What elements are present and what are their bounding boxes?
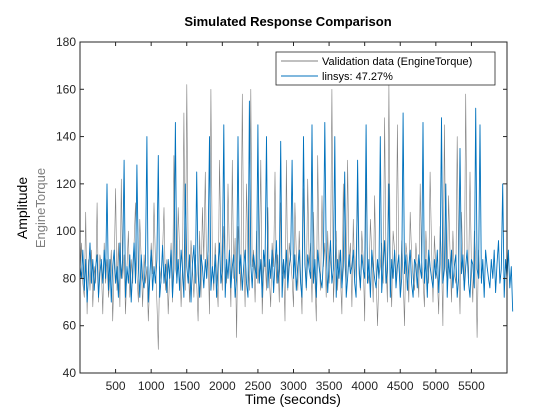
legend[interactable]: Validation data (EngineTorque) linsys: 4… <box>275 51 496 86</box>
x-tick-label: 3500 <box>316 379 343 393</box>
y-tick-label: 100 <box>56 224 76 238</box>
x-tick-label: 500 <box>106 379 126 393</box>
x-tick-label: 2500 <box>245 379 272 393</box>
y-tick-label: 40 <box>63 366 77 380</box>
x-tick-label: 5000 <box>422 379 449 393</box>
y-tick-label: 140 <box>56 130 76 144</box>
legend-label-validation: Validation data (EngineTorque) <box>322 56 472 68</box>
chart-title: Simulated Response Comparison <box>184 14 391 29</box>
series-line-linsys <box>79 100 514 312</box>
x-tick-label: 3000 <box>280 379 307 393</box>
x-tick-label: 2000 <box>209 379 236 393</box>
x-tick-label: 4500 <box>387 379 414 393</box>
x-axis-label: Time (seconds) <box>245 391 341 407</box>
x-axis-ticks: 500 1000 1500 2000 2500 3000 3500 4000 4500 5000 5… <box>106 42 485 393</box>
y-tick-label: 160 <box>56 82 76 96</box>
x-tick-label: 5500 <box>458 379 485 393</box>
plot-area <box>80 42 507 373</box>
y-tick-label: 80 <box>63 271 77 285</box>
channel-label: EngineTorque <box>33 168 48 248</box>
x-tick-label: 1000 <box>138 379 165 393</box>
series-layer <box>79 84 514 350</box>
y-tick-label: 180 <box>56 35 76 49</box>
legend-label-linsys: linsys: 47.27% <box>322 71 393 83</box>
y-axis-ticks: 40 60 80 100 120 140 160 180 <box>56 35 507 380</box>
y-tick-label: 120 <box>56 177 76 191</box>
x-tick-label: 4000 <box>351 379 378 393</box>
x-tick-label: 1500 <box>173 379 200 393</box>
y-tick-label: 60 <box>63 319 77 333</box>
legend-box <box>275 51 496 86</box>
y-axis-label: Amplitude <box>14 177 30 239</box>
